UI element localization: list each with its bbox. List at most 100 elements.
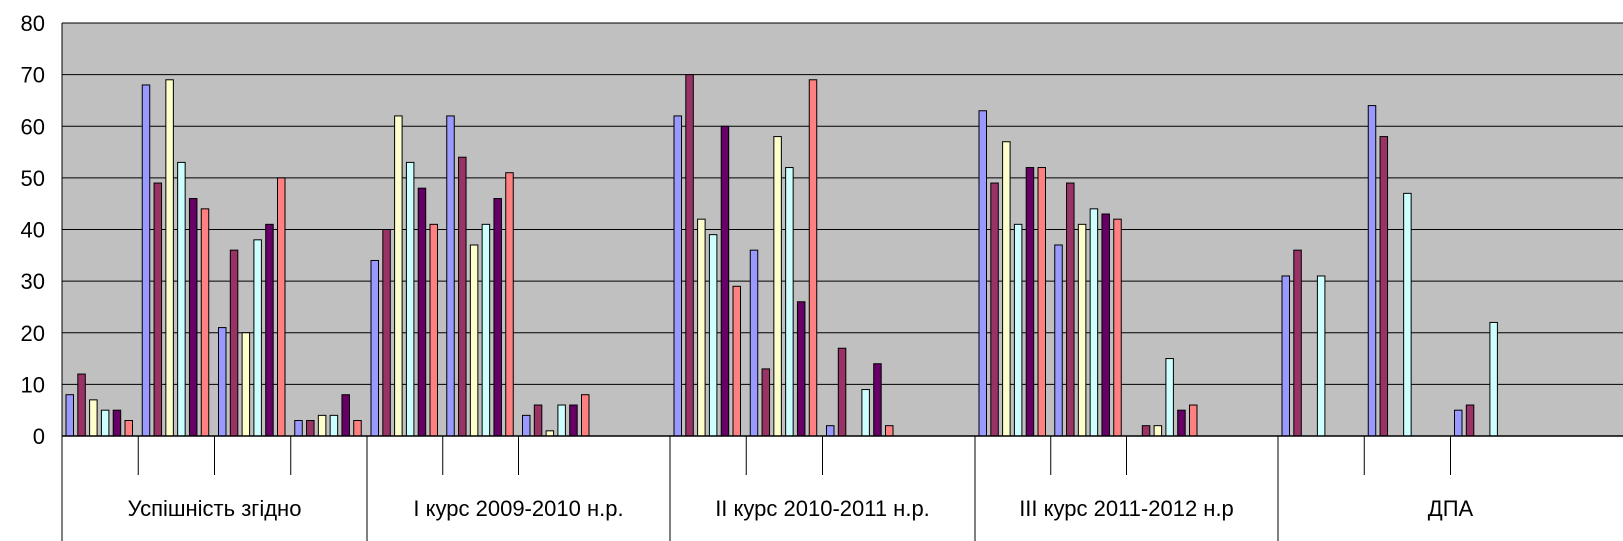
bar: [481, 223, 491, 437]
bar: [1489, 321, 1498, 437]
bar: [773, 136, 782, 437]
bar: [370, 259, 379, 437]
bar: [218, 327, 227, 437]
bar: [446, 115, 455, 437]
category-label: ІІ курс 2010-2011 н.р.: [715, 496, 930, 521]
bar: [253, 239, 262, 437]
bar: [200, 208, 210, 437]
bar: [569, 404, 578, 437]
bar: [1013, 223, 1023, 437]
bar: [505, 172, 514, 437]
bar: [1002, 141, 1011, 437]
bar: [177, 161, 186, 437]
y-tick-label: 20: [21, 321, 45, 346]
bar: [1113, 218, 1122, 437]
bar: [265, 223, 274, 437]
category-label: ІІІ курс 2011-2012 н.р: [1019, 496, 1234, 521]
bar: [100, 409, 110, 437]
bar: [1316, 275, 1326, 437]
bar: [708, 234, 718, 437]
bar: [329, 414, 339, 437]
bar: [124, 420, 133, 437]
bar: [1379, 136, 1389, 437]
bar: [761, 368, 771, 437]
y-tick-label: 60: [21, 114, 45, 139]
bar: [885, 425, 894, 437]
bar: [978, 110, 987, 437]
category-label: ДПА: [1428, 496, 1474, 521]
bar: [1153, 425, 1163, 437]
bar: [1293, 249, 1302, 437]
y-tick-label: 80: [21, 11, 45, 36]
bar: [796, 301, 806, 437]
bar: [732, 285, 741, 437]
bar: [1465, 404, 1475, 437]
bar: [1403, 192, 1412, 437]
bar: [165, 79, 174, 437]
bar: [77, 373, 86, 437]
bar: [1454, 409, 1463, 437]
bar: [697, 218, 706, 437]
bar: [1077, 223, 1087, 437]
bar: [673, 115, 682, 437]
bar: [382, 229, 391, 437]
bar: [785, 167, 794, 437]
bar: [65, 394, 74, 437]
bar: [685, 74, 694, 437]
bar: [141, 84, 151, 437]
bar: [861, 389, 870, 437]
bar: [458, 156, 467, 437]
bar: [873, 363, 882, 437]
bar: [229, 249, 239, 437]
y-tick-label: 0: [33, 424, 45, 449]
bar: [417, 187, 427, 437]
bar: [317, 414, 327, 437]
bar: [557, 404, 566, 437]
bar: [277, 177, 286, 437]
bar: [1037, 167, 1046, 437]
bar: [1189, 404, 1198, 437]
bar: [1089, 208, 1099, 437]
bar: [241, 332, 251, 437]
bar: [1367, 105, 1377, 437]
bar: [469, 244, 479, 437]
bar: [493, 198, 502, 437]
bar: [429, 223, 438, 437]
bar: [394, 115, 403, 437]
bar: [294, 420, 303, 437]
bar: [405, 161, 415, 437]
category-label: І курс 2009-2010 н.р.: [413, 496, 623, 521]
bar: [522, 414, 531, 437]
category-label: Успішність згідно: [128, 496, 302, 521]
y-tick-label: 40: [21, 218, 45, 243]
bar: [1054, 244, 1063, 437]
bar: [826, 425, 835, 437]
bar: [341, 394, 350, 437]
bar: [990, 182, 999, 437]
bar: [112, 409, 122, 437]
bar: [720, 125, 730, 437]
bar: [1101, 213, 1110, 437]
bar: [545, 430, 555, 437]
y-tick-label: 70: [21, 63, 45, 88]
bar: [89, 399, 98, 437]
bar: [1141, 425, 1151, 437]
bar: [1066, 182, 1075, 437]
y-tick-label: 10: [21, 372, 45, 397]
bar: [808, 79, 818, 437]
bar: [153, 182, 163, 437]
bar: [1177, 409, 1186, 437]
bar: [533, 404, 543, 437]
bar: [188, 198, 198, 437]
bar: [581, 394, 590, 437]
bar: [749, 249, 759, 437]
bar: [306, 420, 315, 437]
bar: [1165, 358, 1174, 437]
y-tick-label: 50: [21, 166, 45, 191]
bar: [1281, 275, 1290, 437]
y-tick-label: 30: [21, 269, 45, 294]
bar: [837, 347, 847, 437]
bar: [1025, 167, 1035, 437]
